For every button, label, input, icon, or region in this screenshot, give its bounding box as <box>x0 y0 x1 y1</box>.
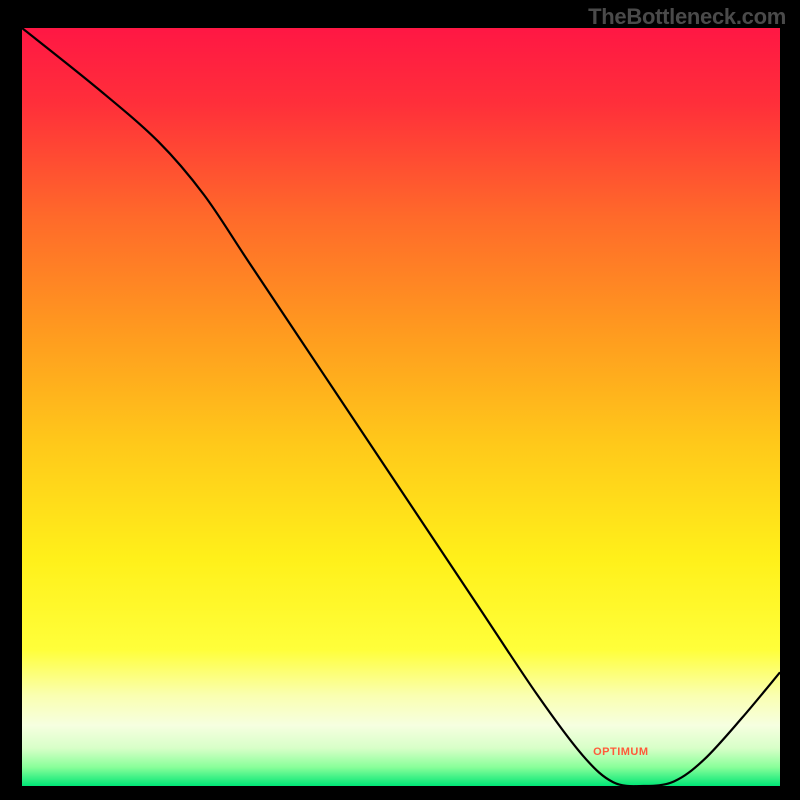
chart-container: TheBottleneck.com OPTIMUM <box>0 0 800 800</box>
optimum-label: OPTIMUM <box>593 746 648 758</box>
attribution-watermark: TheBottleneck.com <box>588 4 786 30</box>
plot-area: OPTIMUM <box>22 28 780 786</box>
bottleneck-curve <box>22 28 780 786</box>
